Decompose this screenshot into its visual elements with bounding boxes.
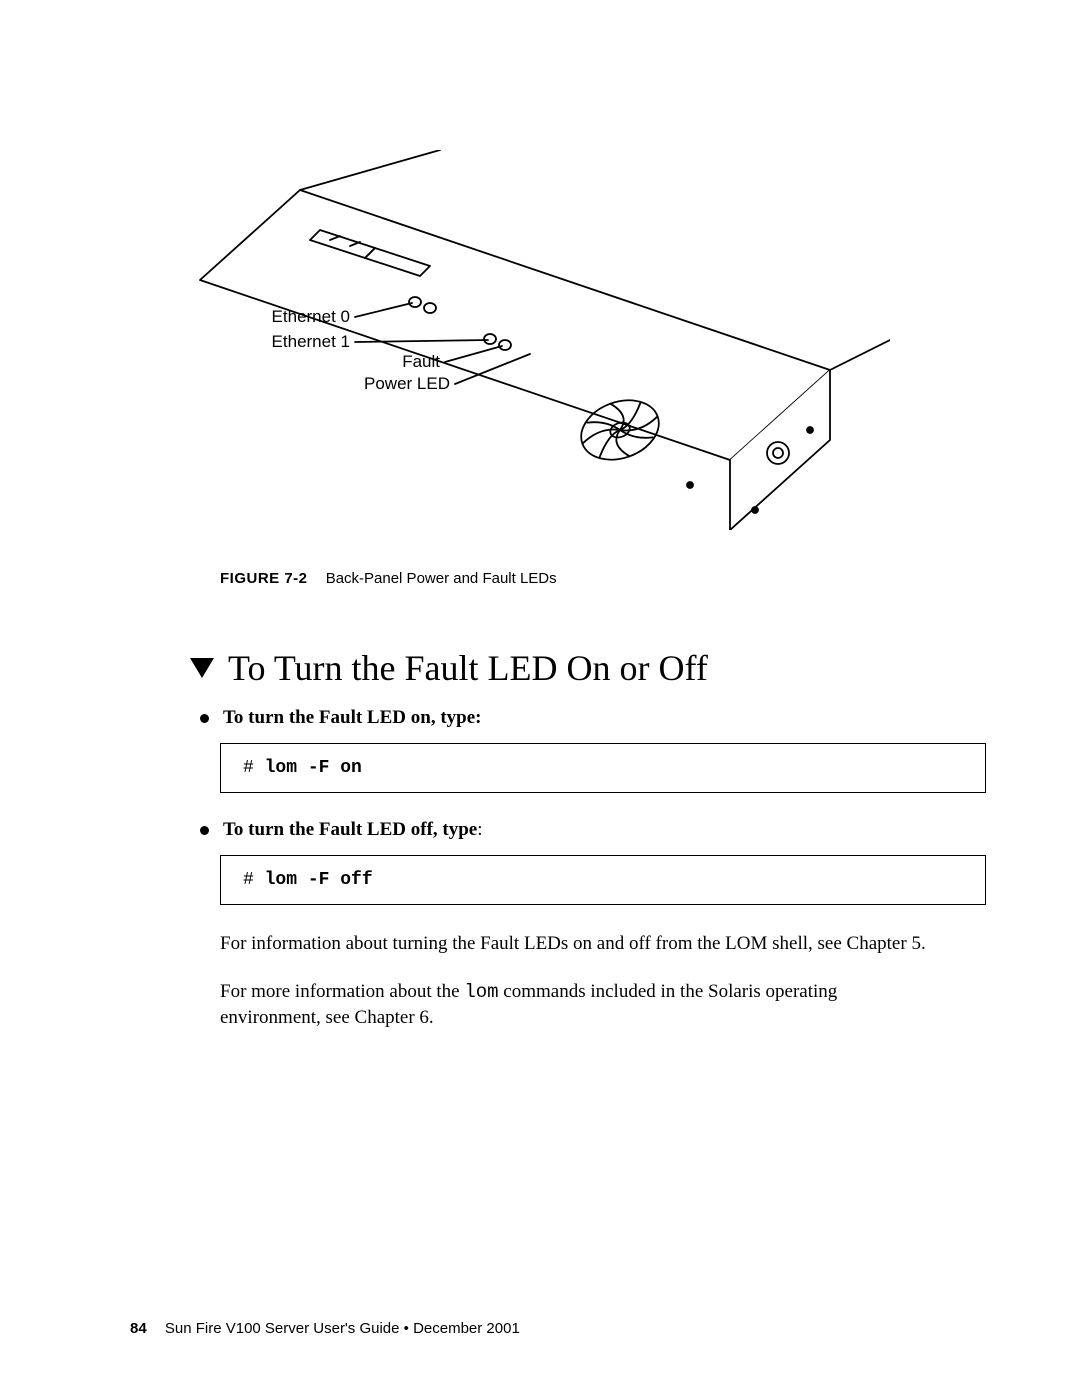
- step-on-text: To turn the Fault LED on, type:: [223, 707, 481, 729]
- bullet-icon: [200, 714, 209, 723]
- triangle-down-icon: [190, 658, 214, 678]
- label-ethernet1: Ethernet 1: [272, 332, 350, 351]
- label-fault: Fault: [402, 352, 440, 371]
- footer-title: Sun Fire V100 Server User's Guide • Dece…: [165, 1320, 520, 1337]
- bullet-icon: [200, 826, 209, 835]
- figure-caption-text: Back-Panel Power and Fault LEDs: [326, 570, 557, 587]
- command-off: lom -F off: [265, 870, 373, 890]
- step-on: To turn the Fault LED on, type:: [200, 707, 950, 729]
- page-number: 84: [130, 1320, 147, 1337]
- document-page: Ethernet 0 Ethernet 1 Fault Power LED FI…: [0, 0, 1080, 1397]
- back-panel-diagram: Ethernet 0 Ethernet 1 Fault Power LED: [190, 150, 890, 530]
- code-box-on: # lom -F on: [220, 743, 986, 793]
- prompt: #: [243, 758, 265, 778]
- command-on: lom -F on: [265, 758, 362, 778]
- figure-number: FIGURE 7-2: [220, 570, 308, 587]
- prompt: #: [243, 870, 265, 890]
- label-power-led: Power LED: [364, 374, 450, 393]
- section-heading-row: To Turn the Fault LED On or Off: [190, 647, 950, 689]
- figure-caption: FIGURE 7-2 Back-Panel Power and Fault LE…: [220, 570, 950, 587]
- step-off: To turn the Fault LED off, type:: [200, 819, 950, 841]
- code-box-off: # lom -F off: [220, 855, 986, 905]
- paragraph-2: For more information about the lom comma…: [220, 979, 940, 1031]
- inline-code-lom: lom: [464, 981, 498, 1003]
- section-title: To Turn the Fault LED On or Off: [228, 647, 708, 689]
- paragraph-1: For information about turning the Fault …: [220, 931, 940, 957]
- step-off-text: To turn the Fault LED off, type:: [223, 819, 483, 841]
- page-footer: 84 Sun Fire V100 Server User's Guide • D…: [130, 1320, 520, 1337]
- label-ethernet0: Ethernet 0: [272, 307, 350, 326]
